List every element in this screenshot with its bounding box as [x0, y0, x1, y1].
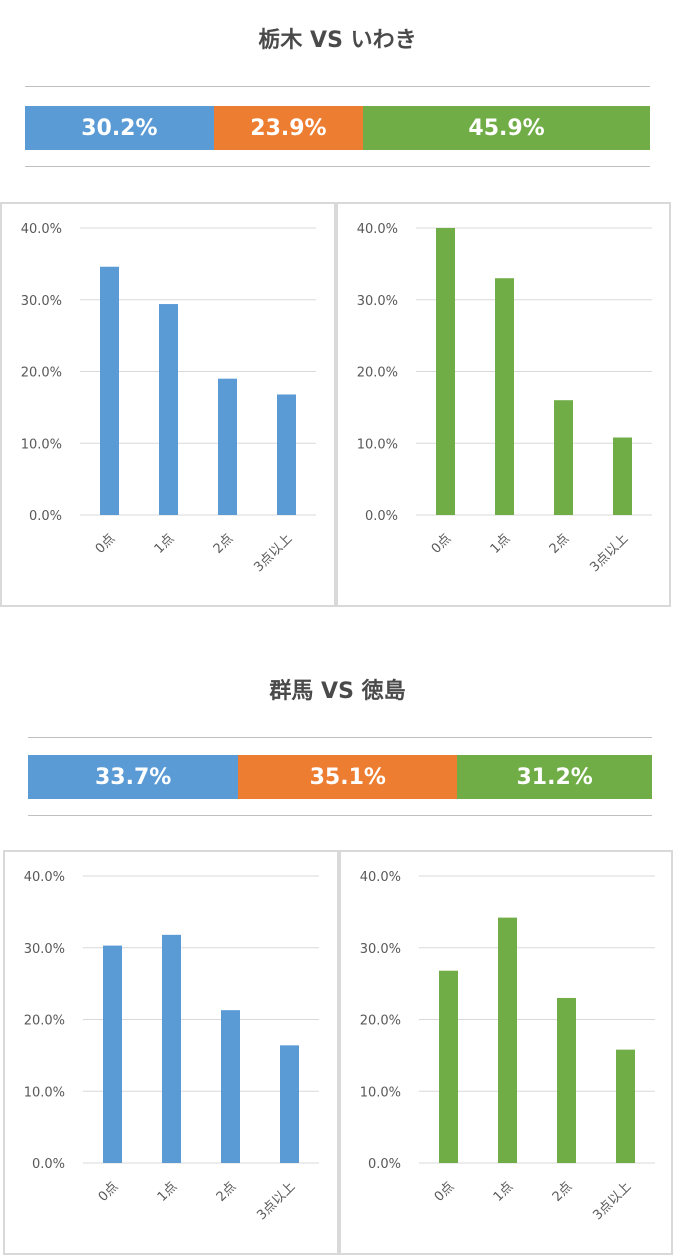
y-tick-label: 0.0%	[368, 1157, 401, 1172]
result-probability-bar: 30.2% 23.9% 45.9%	[25, 106, 650, 150]
away-goals-chart-svg: 0.0% 10.0% 20.0% 30.0% 40.0% 0点 1点 2点 3点以上	[360, 870, 655, 1223]
draw-label: 35.1%	[309, 764, 386, 790]
bar	[100, 266, 119, 515]
y-tick-label: 10.0%	[24, 1085, 65, 1100]
bar	[498, 917, 517, 1163]
x-tick-label: 2点	[547, 531, 573, 557]
match-title: 栃木 VS いわき	[258, 28, 417, 53]
draw-segment: 35.1%	[238, 755, 458, 799]
y-tick-label: 40.0%	[357, 222, 398, 237]
bar	[159, 304, 178, 515]
y-tick-label: 30.0%	[21, 294, 62, 309]
away-goals-chart: 0.0% 10.0% 20.0% 30.0% 40.0% 0点 1点 2点 3点以上	[339, 850, 673, 1255]
bar	[280, 1045, 299, 1163]
y-tick-label: 40.0%	[24, 870, 65, 885]
y-tick-label: 30.0%	[24, 942, 65, 957]
y-tick-label: 20.0%	[24, 1014, 65, 1029]
y-tick-label: 30.0%	[360, 942, 401, 957]
away-win-label: 31.2%	[516, 764, 593, 790]
x-tick-label: 1点	[155, 1179, 181, 1205]
bar	[277, 394, 296, 515]
bar	[221, 1010, 240, 1163]
x-tick-label: 1点	[491, 1179, 517, 1205]
x-tick-label: 1点	[152, 531, 178, 557]
bar	[439, 970, 458, 1163]
bar	[218, 378, 237, 515]
y-tick-label: 10.0%	[21, 437, 62, 452]
bar	[613, 437, 632, 515]
away-win-label: 45.9%	[468, 115, 545, 141]
x-tick-label: 3点以上	[587, 531, 631, 575]
y-tick-label: 20.0%	[360, 1014, 401, 1029]
x-tick-label: 1点	[488, 531, 514, 557]
result-probability-bar: 33.7% 35.1% 31.2%	[28, 755, 652, 799]
x-tick-label: 3点以上	[254, 1179, 298, 1223]
y-tick-label: 30.0%	[357, 294, 398, 309]
x-tick-label: 2点	[211, 531, 237, 557]
y-tick-label: 0.0%	[29, 509, 62, 524]
x-tick-label: 3点以上	[590, 1179, 634, 1223]
draw-label: 23.9%	[250, 115, 327, 141]
bar	[436, 228, 455, 515]
match-title: 群馬 VS 徳島	[269, 679, 406, 704]
bar	[103, 945, 122, 1163]
away-goals-chart: 0.0% 10.0% 20.0% 30.0% 40.0% 0点 1点 2点 3点以上	[336, 202, 671, 607]
bar	[495, 278, 514, 515]
home-win-label: 33.7%	[94, 764, 172, 790]
y-tick-label: 10.0%	[357, 437, 398, 452]
away-win-segment: 45.9%	[363, 106, 650, 150]
home-goals-chart: 0.0% 10.0% 20.0% 30.0% 40.0% 0点 1点 2点 3点以上	[0, 202, 336, 607]
y-tick-label: 40.0%	[21, 222, 62, 237]
y-tick-label: 20.0%	[21, 366, 62, 381]
away-goals-chart-svg: 0.0% 10.0% 20.0% 30.0% 40.0% 0点 1点 2点 3点以上	[357, 222, 652, 575]
bar	[162, 934, 181, 1163]
home-win-label: 30.2%	[81, 115, 158, 141]
home-win-segment: 30.2%	[25, 106, 214, 150]
y-tick-label: 10.0%	[360, 1085, 401, 1100]
home-goals-chart-svg: 0.0% 10.0% 20.0% 30.0% 40.0% 0点 1点 2点 3点以上	[21, 222, 316, 575]
x-tick-label: 0点	[93, 531, 119, 557]
x-tick-label: 0点	[432, 1179, 458, 1205]
draw-segment: 23.9%	[213, 106, 364, 150]
home-win-segment: 33.7%	[28, 755, 239, 799]
home-goals-chart: 0.0% 10.0% 20.0% 30.0% 40.0% 0点 1点 2点 3点以上	[3, 850, 339, 1255]
x-tick-label: 3点以上	[251, 531, 295, 575]
bar	[554, 400, 573, 515]
divider	[28, 815, 652, 816]
x-tick-label: 2点	[214, 1179, 240, 1205]
x-tick-label: 2点	[550, 1179, 576, 1205]
y-tick-label: 40.0%	[360, 870, 401, 885]
y-tick-label: 0.0%	[32, 1157, 65, 1172]
home-goals-chart-svg: 0.0% 10.0% 20.0% 30.0% 40.0% 0点 1点 2点 3点以上	[24, 870, 319, 1223]
x-tick-label: 0点	[96, 1179, 122, 1205]
divider	[28, 737, 652, 738]
x-tick-label: 0点	[429, 531, 455, 557]
bar	[557, 997, 576, 1163]
divider	[25, 86, 650, 87]
y-tick-label: 0.0%	[365, 509, 398, 524]
y-tick-label: 20.0%	[357, 366, 398, 381]
bar	[616, 1049, 635, 1163]
away-win-segment: 31.2%	[457, 755, 652, 799]
divider	[25, 166, 650, 167]
